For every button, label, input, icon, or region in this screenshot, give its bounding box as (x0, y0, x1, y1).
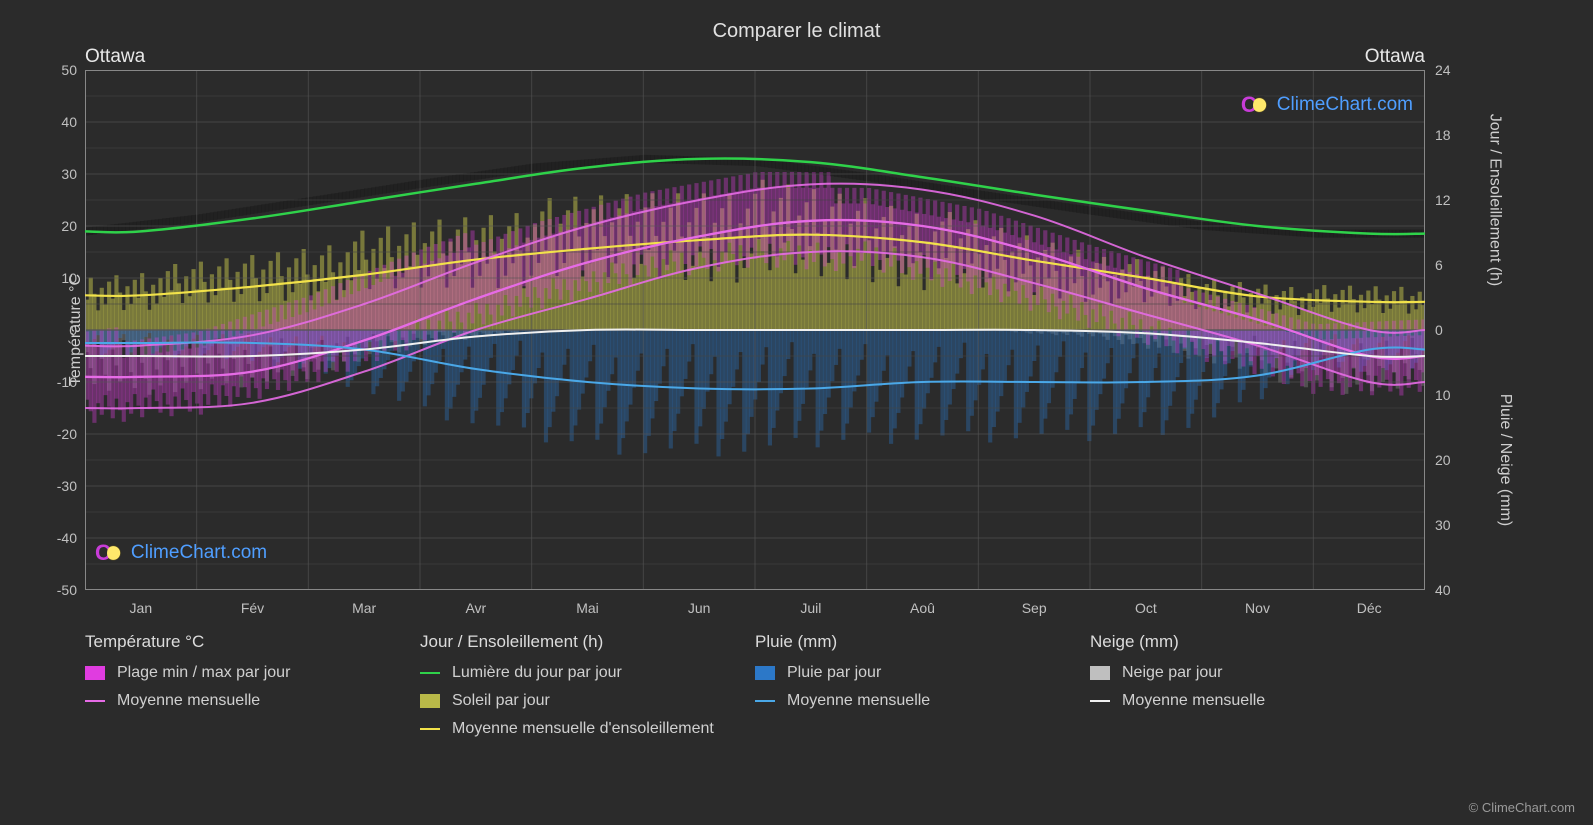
legend-temp-range-label: Plage min / max par jour (117, 664, 290, 682)
axis-tick: Jan (130, 600, 153, 616)
chart-title: Comparer le climat (0, 20, 1593, 43)
legend-swatch-temp-mean (85, 700, 105, 702)
legend-temp: Température °C Plage min / max par jour … (85, 632, 420, 748)
legend-daylight-label: Lumière du jour par jour (452, 664, 622, 682)
legend-snow-mean: Moyenne mensuelle (1090, 692, 1425, 710)
axis-tick: 10 (61, 270, 77, 286)
legend-sunmean: Moyenne mensuelle d'ensoleillement (420, 720, 755, 738)
axis-tick: 40 (61, 114, 77, 130)
legend-rain-mean: Moyenne mensuelle (755, 692, 1090, 710)
axis-tick: 50 (61, 62, 77, 78)
legend-rain: Pluie (mm) Pluie par jour Moyenne mensue… (755, 632, 1090, 748)
axis-tick: Fév (241, 600, 264, 616)
legend-rain-daily: Pluie par jour (755, 664, 1090, 682)
legend: Température °C Plage min / max par jour … (85, 632, 1425, 748)
legend-swatch-rain-daily (755, 666, 775, 680)
climate-compare-root: { "title": "Comparer le climat", "city_l… (0, 0, 1593, 825)
axis-tick: 20 (1435, 452, 1451, 468)
legend-snow-daily: Neige par jour (1090, 664, 1425, 682)
legend-daylight: Lumière du jour par jour (420, 664, 755, 682)
legend-day: Jour / Ensoleillement (h) Lumière du jou… (420, 632, 755, 748)
legend-sun-label: Soleil par jour (452, 692, 550, 710)
legend-snow-mean-label: Moyenne mensuelle (1122, 692, 1265, 710)
legend-day-header: Jour / Ensoleillement (h) (420, 632, 755, 652)
axis-tick: Sep (1022, 600, 1047, 616)
watermark-text: ClimeChart.com (131, 542, 267, 564)
legend-swatch-sunmean (420, 728, 440, 730)
axis-tick: 24 (1435, 62, 1451, 78)
axis-tick: -40 (57, 530, 77, 546)
legend-sun: Soleil par jour (420, 692, 755, 710)
city-label-right: Ottawa (1365, 46, 1425, 68)
chart-plot-area (85, 70, 1425, 590)
copyright-text: © ClimeChart.com (1469, 800, 1575, 815)
axis-tick: 6 (1435, 257, 1443, 273)
axis-tick: Oct (1135, 600, 1157, 616)
axis-tick: 18 (1435, 127, 1451, 143)
axis-tick: 30 (61, 166, 77, 182)
legend-temp-range: Plage min / max par jour (85, 664, 420, 682)
legend-swatch-sun (420, 694, 440, 708)
axis-tick: 40 (1435, 582, 1451, 598)
axis-tick: -10 (57, 374, 77, 390)
legend-snow: Neige (mm) Neige par jour Moyenne mensue… (1090, 632, 1425, 748)
legend-swatch-snow-daily (1090, 666, 1110, 680)
axis-tick: -50 (57, 582, 77, 598)
axis-tick: Aoû (910, 600, 935, 616)
axis-tick: Jun (688, 600, 711, 616)
axis-tick: Déc (1357, 600, 1382, 616)
axis-tick: Juil (800, 600, 821, 616)
legend-swatch-daylight (420, 672, 440, 674)
city-label-left: Ottawa (85, 46, 145, 68)
y-axis-label-precip: Pluie / Neige (mm) (1496, 394, 1514, 526)
axis-tick: 12 (1435, 192, 1451, 208)
legend-temp-mean: Moyenne mensuelle (85, 692, 420, 710)
watermark-bottom: C ClimeChart.com (95, 540, 267, 566)
axis-tick: -30 (57, 478, 77, 494)
axis-tick: 0 (1435, 322, 1443, 338)
watermark-text: ClimeChart.com (1277, 94, 1413, 116)
legend-snow-header: Neige (mm) (1090, 632, 1425, 652)
legend-temp-mean-label: Moyenne mensuelle (117, 692, 260, 710)
axis-tick: Nov (1245, 600, 1270, 616)
legend-snow-daily-label: Neige par jour (1122, 664, 1223, 682)
axis-tick: -20 (57, 426, 77, 442)
watermark-top: C ClimeChart.com (1241, 92, 1413, 118)
axis-tick: 10 (1435, 387, 1451, 403)
legend-temp-header: Température °C (85, 632, 420, 652)
climechart-sun-icon (107, 544, 125, 562)
axis-tick: 0 (69, 322, 77, 338)
legend-swatch-rain-mean (755, 700, 775, 702)
legend-sunmean-label: Moyenne mensuelle d'ensoleillement (452, 720, 714, 738)
axis-tick: Mai (576, 600, 599, 616)
axis-tick: 20 (61, 218, 77, 234)
chart-svg (85, 70, 1425, 590)
axis-tick: Avr (465, 600, 486, 616)
legend-rain-mean-label: Moyenne mensuelle (787, 692, 930, 710)
legend-rain-daily-label: Pluie par jour (787, 664, 881, 682)
legend-rain-header: Pluie (mm) (755, 632, 1090, 652)
axis-tick: Mar (352, 600, 376, 616)
legend-swatch-snow-mean (1090, 700, 1110, 702)
y-axis-label-daylight: Jour / Ensoleillement (h) (1486, 114, 1504, 287)
axis-tick: 30 (1435, 517, 1451, 533)
climechart-sun-icon (1253, 96, 1271, 114)
legend-swatch-temp-range (85, 666, 105, 680)
